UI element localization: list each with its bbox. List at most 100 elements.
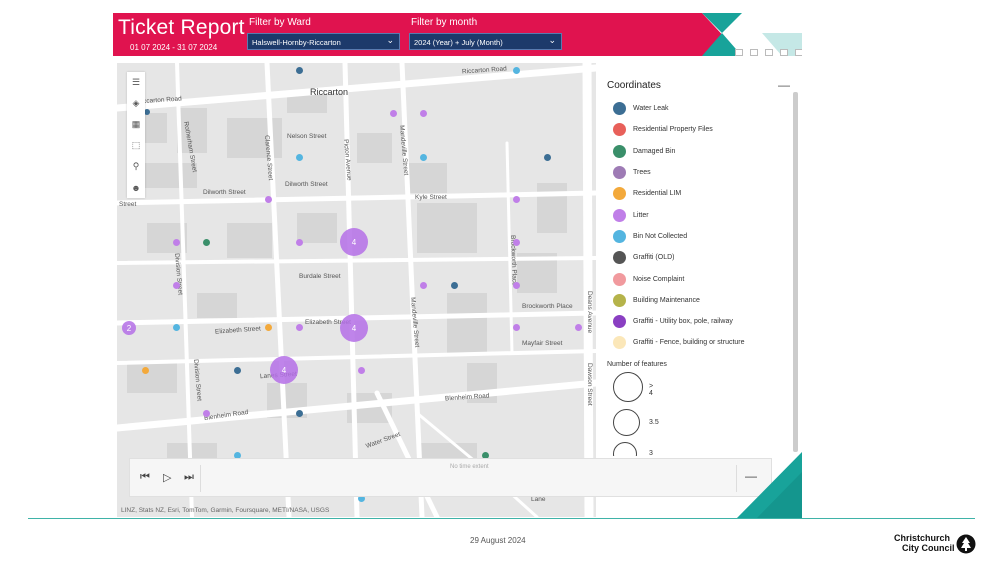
corner-decoration (736, 452, 802, 519)
map-marker[interactable] (265, 196, 272, 203)
map-marker[interactable] (544, 154, 551, 161)
map-marker[interactable] (513, 282, 520, 289)
legend-item: Trees (613, 162, 745, 183)
map-marker[interactable] (296, 67, 303, 74)
map-marker[interactable] (390, 110, 397, 117)
legend-item: Damaged Bin (613, 141, 745, 162)
search-icon[interactable]: ⚲ (132, 161, 140, 171)
legend-label: Graffiti - Fence, building or structure (633, 339, 745, 347)
map-marker[interactable] (296, 324, 303, 331)
map-marker[interactable] (173, 324, 180, 331)
layers-icon[interactable]: ◈ (132, 98, 140, 108)
legend-label: Trees (633, 169, 651, 177)
map-marker[interactable] (296, 410, 303, 417)
skip-back-icon[interactable]: ⏮ (140, 471, 150, 483)
street-label: Elizabeth Street (305, 319, 351, 326)
map-marker[interactable] (513, 196, 520, 203)
council-emblem-icon (956, 534, 976, 554)
map-marker[interactable] (513, 67, 520, 74)
ward-filter-label: Filter by Ward (249, 17, 311, 28)
legend-swatch (613, 166, 626, 180)
legend-item: Bin Not Collected (613, 226, 745, 247)
map-marker[interactable] (420, 282, 427, 289)
legend-swatch (613, 251, 626, 265)
street-label: Mayfair Street (522, 340, 563, 347)
map-marker[interactable] (358, 495, 365, 502)
legend-swatch (613, 336, 626, 350)
legend-swatch (613, 208, 626, 222)
map-view[interactable]: Riccarton Riccarton Road Riccarton Road … (117, 63, 596, 517)
more-options-icon[interactable] (750, 49, 758, 56)
legend-item: Residential LIM (613, 183, 745, 204)
size-row: > 4 (613, 372, 653, 402)
ward-filter-value: Halswell-Hornby-Riccarton (252, 38, 341, 47)
map-marker[interactable] (358, 367, 365, 374)
map-cluster[interactable]: 4 (340, 314, 368, 342)
size-label: 3 (649, 450, 653, 456)
legend-label: Graffiti (OLD) (633, 254, 675, 262)
legend-label: Graffiti - Utility box, pole, railway (633, 318, 733, 326)
map-toolbar: ☰ ◈ ▦ ⬚ ⚲ ☻ (127, 72, 145, 198)
legend-swatch (613, 187, 626, 201)
map-cluster[interactable]: 2 (122, 321, 136, 335)
map-marker[interactable] (296, 239, 303, 246)
map-marker[interactable] (203, 410, 210, 417)
map-marker[interactable] (234, 367, 241, 374)
map-marker[interactable] (173, 239, 180, 246)
map-marker[interactable] (451, 282, 458, 289)
month-filter-dropdown[interactable]: 2024 (Year) + July (Month) ⌄ (409, 33, 562, 50)
map-marker[interactable] (513, 239, 520, 246)
legend-swatch (613, 293, 626, 307)
map-marker[interactable] (173, 282, 180, 289)
map-marker[interactable] (234, 452, 241, 459)
map-marker[interactable] (420, 154, 427, 161)
focus-mode-icon[interactable] (735, 49, 743, 56)
collapse-button[interactable]: — (745, 469, 757, 483)
ward-filter-dropdown[interactable]: Halswell-Hornby-Riccarton ⌄ (247, 33, 400, 50)
no-time-extent-label: No time extent (450, 464, 489, 470)
footer-divider (28, 518, 975, 519)
skip-forward-icon[interactable]: ⏭ (184, 471, 194, 483)
map-marker[interactable] (142, 367, 149, 374)
map-marker[interactable] (482, 452, 489, 459)
street-label: Kyle Street (415, 194, 447, 201)
map-marker[interactable] (203, 239, 210, 246)
legend-label: Building Maintenance (633, 296, 700, 304)
map-cluster[interactable]: 4 (270, 356, 298, 384)
legend-swatch (613, 102, 626, 116)
person-icon[interactable]: ☻ (131, 182, 141, 193)
legend-label: Litter (633, 211, 649, 219)
menu-icon[interactable]: ☰ (131, 77, 141, 87)
legend-panel: Coordinates — Water Leak Residential Pro… (599, 72, 798, 456)
legend-item: Building Maintenance (613, 290, 745, 311)
chevron-down-icon: ⌄ (386, 35, 394, 45)
grid-icon[interactable]: ▦ (131, 119, 141, 129)
legend-swatch (613, 123, 626, 137)
legend-scrollbar[interactable] (793, 92, 798, 452)
street-basemap (117, 63, 596, 517)
legend-label: Damaged Bin (633, 147, 676, 155)
chevron-down-icon: ⌄ (548, 35, 556, 45)
map-marker[interactable] (513, 324, 520, 331)
legend-collapse-button[interactable]: — (778, 78, 790, 92)
legend-item: Graffiti - Fence, building or structure (613, 332, 745, 353)
map-marker[interactable] (420, 110, 427, 117)
street-label: Dilworth Street (285, 181, 328, 188)
map-marker[interactable] (144, 109, 150, 115)
play-icon[interactable]: ▷ (163, 472, 172, 484)
report-title: Ticket Report (118, 16, 245, 39)
select-icon[interactable]: ⬚ (131, 140, 141, 150)
legend-swatch (613, 315, 626, 329)
filter-icon[interactable] (765, 49, 773, 56)
suburb-label: Riccarton (310, 87, 349, 97)
legend-size-title: Number of features (607, 361, 667, 368)
map-marker[interactable] (265, 324, 272, 331)
legend-swatch (613, 144, 626, 158)
map-marker[interactable] (296, 154, 303, 161)
footer-date: 29 August 2024 (470, 536, 526, 545)
logo-text-line2: City Council (902, 543, 955, 553)
expand-icon[interactable] (795, 49, 802, 56)
refresh-icon[interactable] (780, 49, 788, 56)
map-cluster[interactable]: 4 (340, 228, 368, 256)
map-marker[interactable] (575, 324, 582, 331)
